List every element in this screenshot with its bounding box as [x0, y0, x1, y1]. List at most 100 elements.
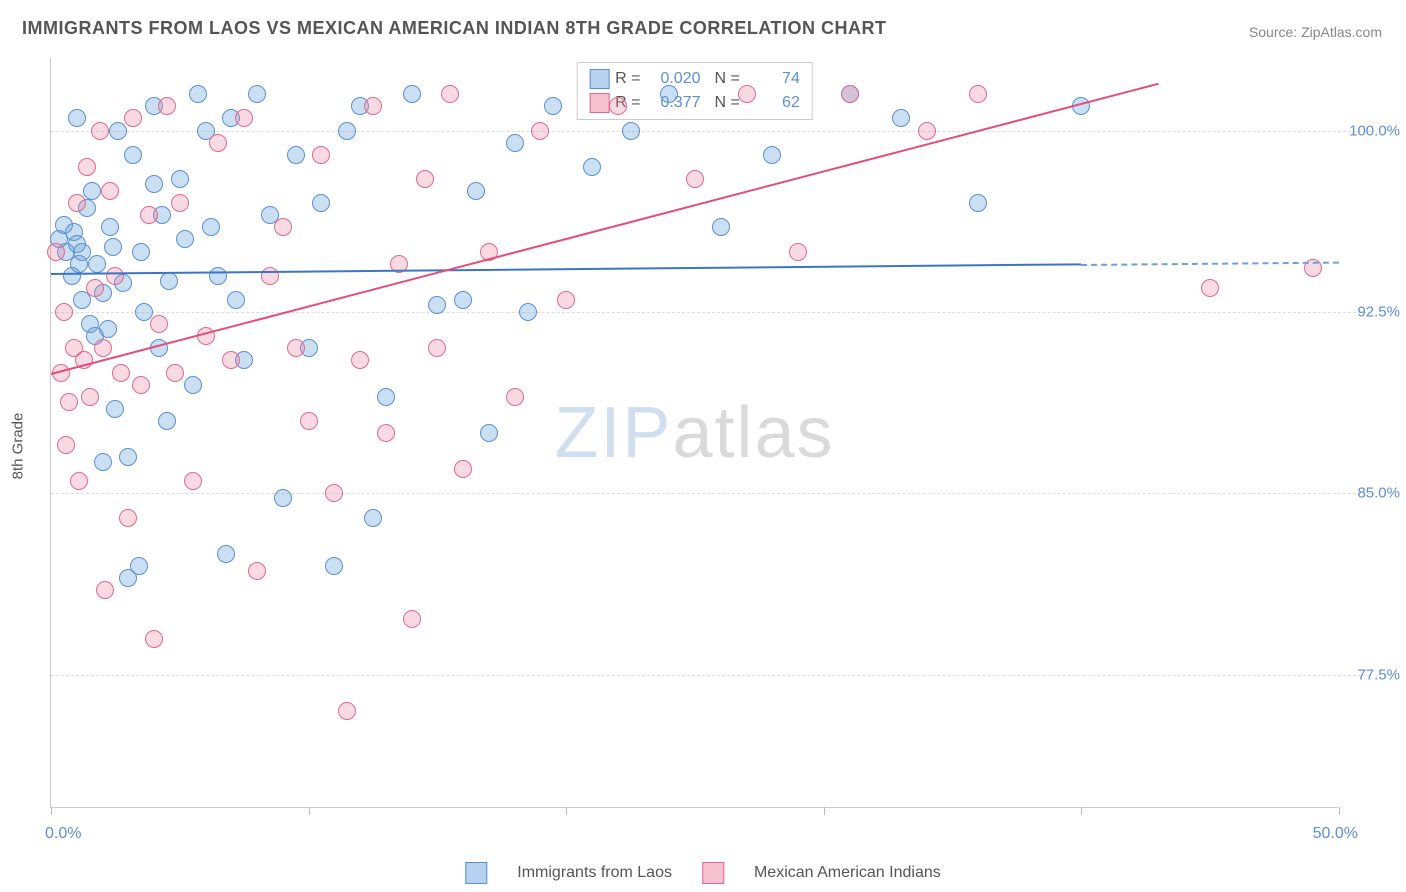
data-point-laos [135, 303, 153, 321]
data-point-mexican [57, 436, 75, 454]
data-point-laos [583, 158, 601, 176]
data-point-mexican [68, 194, 86, 212]
data-point-mexican [60, 393, 78, 411]
data-point-mexican [96, 581, 114, 599]
data-point-mexican [222, 351, 240, 369]
data-point-laos [94, 453, 112, 471]
legend-swatch-pink [702, 862, 724, 884]
data-point-mexican [91, 122, 109, 140]
data-point-mexican [557, 291, 575, 309]
data-point-laos [467, 182, 485, 200]
legend-swatch-pink [589, 93, 609, 113]
x-tick [1339, 807, 1340, 815]
data-point-mexican [145, 630, 163, 648]
data-point-mexican [377, 424, 395, 442]
data-point-laos [184, 376, 202, 394]
data-point-laos [83, 182, 101, 200]
data-point-mexican [235, 109, 253, 127]
data-point-mexican [531, 122, 549, 140]
data-point-mexican [86, 279, 104, 297]
data-point-mexican [403, 610, 421, 628]
data-point-laos [88, 255, 106, 273]
source-attribution: Source: ZipAtlas.com [1249, 24, 1382, 40]
data-point-laos [104, 238, 122, 256]
y-tick-label: 92.5% [1357, 304, 1400, 321]
data-point-laos [428, 296, 446, 314]
data-point-mexican [70, 472, 88, 490]
data-point-mexican [78, 158, 96, 176]
x-axis-min-label: 0.0% [45, 825, 81, 843]
data-point-laos [130, 557, 148, 575]
chart-title: IMMIGRANTS FROM LAOS VS MEXICAN AMERICAN… [22, 18, 887, 39]
data-point-mexican [166, 364, 184, 382]
data-point-laos [712, 218, 730, 236]
x-tick [566, 807, 567, 815]
data-point-laos [171, 170, 189, 188]
data-point-mexican [274, 218, 292, 236]
data-point-mexican [184, 472, 202, 490]
data-point-mexican [140, 206, 158, 224]
gridline [51, 312, 1371, 313]
data-point-laos [73, 243, 91, 261]
data-point-mexican [789, 243, 807, 261]
gridline [51, 675, 1371, 676]
data-point-mexican [312, 146, 330, 164]
data-point-laos [364, 509, 382, 527]
data-point-laos [124, 146, 142, 164]
data-point-laos [248, 85, 266, 103]
data-point-laos [119, 448, 137, 466]
data-point-laos [338, 122, 356, 140]
data-point-laos [312, 194, 330, 212]
data-point-mexican [150, 315, 168, 333]
legend-swatch-blue [589, 69, 609, 89]
data-point-mexican [364, 97, 382, 115]
data-point-mexican [338, 702, 356, 720]
data-point-laos [202, 218, 220, 236]
data-point-mexican [124, 109, 142, 127]
x-tick [309, 807, 310, 815]
data-point-laos [287, 146, 305, 164]
data-point-laos [99, 320, 117, 338]
data-point-laos [622, 122, 640, 140]
data-point-mexican [101, 182, 119, 200]
data-point-laos [763, 146, 781, 164]
data-point-mexican [738, 85, 756, 103]
data-point-laos [209, 267, 227, 285]
gridline [51, 131, 1371, 132]
data-point-laos [969, 194, 987, 212]
y-axis-label: 8th Grade [10, 413, 27, 480]
legend-label-pink: Mexican American Indians [754, 864, 941, 882]
data-point-mexican [171, 194, 189, 212]
y-tick-label: 77.5% [1357, 666, 1400, 683]
data-point-mexican [351, 351, 369, 369]
data-point-mexican [209, 134, 227, 152]
data-point-mexican [969, 85, 987, 103]
series-legend: Immigrants from Laos Mexican American In… [465, 862, 940, 884]
data-point-mexican [94, 339, 112, 357]
data-point-mexican [47, 243, 65, 261]
watermark: ZIPatlas [554, 392, 834, 474]
watermark-atlas: atlas [672, 393, 834, 473]
data-point-mexican [441, 85, 459, 103]
y-tick-label: 100.0% [1349, 122, 1400, 139]
n-value-blue: 74 [746, 70, 800, 88]
data-point-laos [325, 557, 343, 575]
x-tick [824, 807, 825, 815]
legend-swatch-blue [465, 862, 487, 884]
data-point-laos [106, 400, 124, 418]
data-point-laos [145, 175, 163, 193]
x-tick [1081, 807, 1082, 815]
r-label: R = [615, 70, 640, 88]
data-point-laos [101, 218, 119, 236]
n-label: N = [715, 70, 740, 88]
data-point-laos [403, 85, 421, 103]
trendline-laos [51, 264, 1081, 276]
data-point-laos [274, 489, 292, 507]
data-point-mexican [428, 339, 446, 357]
data-point-mexican [416, 170, 434, 188]
data-point-mexican [261, 267, 279, 285]
data-point-laos [176, 230, 194, 248]
data-point-mexican [454, 460, 472, 478]
r-value-blue: 0.020 [647, 70, 701, 88]
data-point-laos [109, 122, 127, 140]
